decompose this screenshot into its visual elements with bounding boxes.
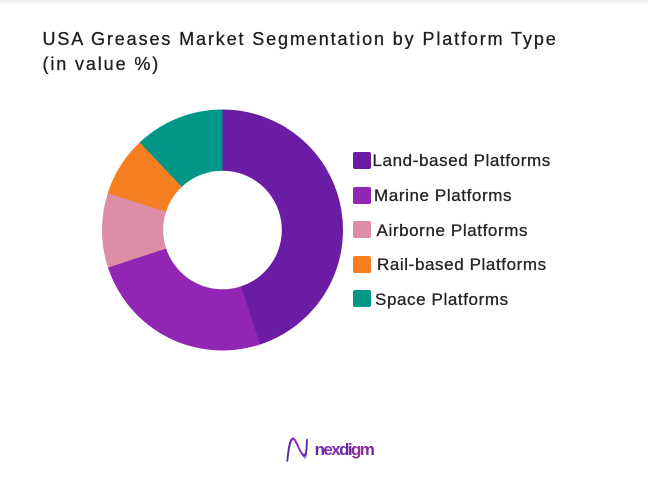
svg-text:nexdigm: nexdigm (315, 440, 375, 459)
